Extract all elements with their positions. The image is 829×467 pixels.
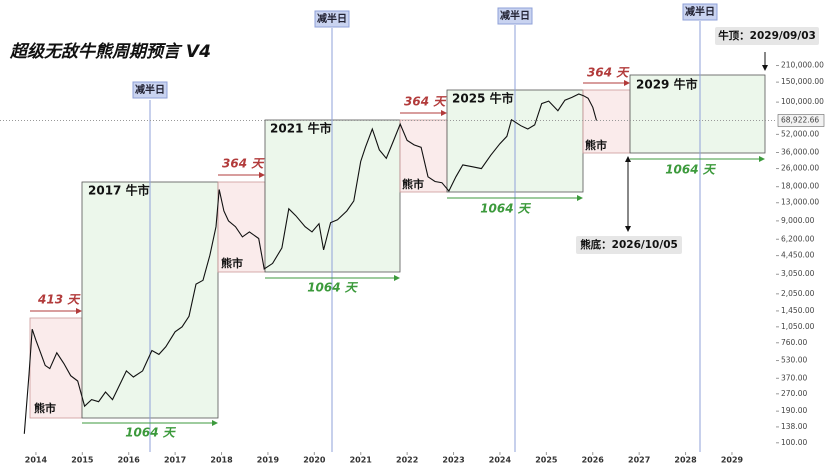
- halving-label: 减半日: [500, 9, 530, 22]
- x-tick-label: 2020: [303, 456, 326, 465]
- note-box: [715, 27, 819, 45]
- bear-box: [29, 317, 83, 419]
- bear-label: 熊市: [34, 401, 56, 415]
- halving-label: 减半日: [317, 12, 347, 25]
- x-tick-label: 2015: [71, 456, 94, 465]
- bear-duration: 364 天: [587, 66, 630, 80]
- bull-label: 2025 牛市: [452, 91, 514, 106]
- x-tick-label: 2027: [628, 456, 650, 465]
- y-tick-label: 1,050.00: [781, 322, 815, 331]
- y-tick-label: 36,000.00: [781, 148, 819, 157]
- bear-duration: 413 天: [37, 293, 81, 307]
- y-tick-label: 4,450.00: [781, 251, 815, 260]
- y-tick-label: 6,200.00: [781, 234, 815, 243]
- bear-duration: 364 天: [404, 95, 447, 109]
- x-tick-label: 2017: [164, 456, 186, 465]
- halving-label: 减半日: [135, 83, 165, 96]
- y-tick-label: 1,450.00: [781, 306, 815, 315]
- y-tick-label: 138.00: [781, 422, 807, 431]
- x-tick-label: 2024: [489, 456, 512, 465]
- y-tick-label: 190.00: [781, 406, 807, 415]
- bull-duration: 1064 天: [480, 202, 532, 216]
- x-tick-label: 2016: [118, 456, 141, 465]
- annotations: 413 天 364 天 364 天 364 天 1064 天 1064 天 10…: [30, 27, 819, 440]
- bull-label: 2017 牛市: [88, 183, 150, 198]
- x-tick-label: 2014: [25, 456, 48, 465]
- y-tick-label: 100,000.00: [781, 97, 824, 106]
- bear-box: [582, 89, 631, 154]
- y-tick-label: 210,000.00: [781, 61, 824, 70]
- halving-box: [682, 3, 718, 21]
- bull-box: [629, 74, 766, 154]
- bottom-note: 熊底：2026/10/05: [580, 238, 678, 251]
- bull-duration: 1064 天: [307, 281, 359, 295]
- bear-label: 熊市: [221, 256, 243, 270]
- y-tick-label: 26,000.00: [781, 164, 819, 173]
- x-tick-label: 2019: [257, 456, 280, 465]
- bull-label: 2029 牛市: [636, 77, 698, 92]
- y-tick-label: 150,000.00: [781, 77, 824, 86]
- bull-duration: 1064 天: [665, 163, 717, 177]
- chart-title: 超级无敌牛熊周期预言 V4: [9, 42, 211, 62]
- y-tick-label: 2,050.00: [781, 289, 815, 298]
- y-tick-label: 270.00: [781, 389, 807, 398]
- bear-label: 熊市: [402, 177, 424, 191]
- top-note: 牛顶：2029/09/03: [718, 29, 816, 42]
- bear-label: 熊市: [585, 138, 607, 152]
- halving-box: [497, 7, 533, 25]
- y-tick-label: 760.00: [781, 338, 807, 347]
- x-tick-label: 2025: [535, 456, 558, 465]
- price-line: [23, 93, 598, 434]
- halvings: 减半日 减半日 减半日 减半日: [132, 3, 718, 452]
- y-tick-label: 370.00: [781, 373, 807, 382]
- bull-label: 2021 牛市: [270, 121, 332, 136]
- x-tick-label: 2026: [582, 456, 605, 465]
- y-tick-label: 3,050.00: [781, 269, 815, 278]
- y-tick-label: 530.00: [781, 356, 807, 365]
- bear-box: [217, 181, 266, 273]
- last-price-box: [777, 114, 825, 127]
- x-tick-label: 2022: [396, 456, 418, 465]
- x-tick-label: 2028: [674, 456, 697, 465]
- halving-label: 减半日: [685, 5, 715, 18]
- x-tick-label: 2021: [350, 456, 373, 465]
- halving-box: [314, 10, 350, 28]
- x-tick-label: 2023: [442, 456, 464, 465]
- y-tick-label: 18,000.00: [781, 182, 819, 191]
- halving-box: [132, 81, 168, 99]
- x-tick-label: 2018: [210, 456, 233, 465]
- x-tick-label: 2029: [721, 456, 744, 465]
- note-box: [576, 236, 682, 254]
- bear-duration: 364 天: [222, 157, 265, 171]
- bull-duration: 1064 天: [125, 426, 177, 440]
- y-tick-label: 52,000.00: [781, 129, 819, 138]
- last-price-label: 68,922.66: [781, 115, 819, 124]
- y-tick-label: 9,000.00: [781, 216, 815, 225]
- y-tick-label: 13,000.00: [781, 198, 819, 207]
- y-tick-label: 100.00: [781, 438, 807, 447]
